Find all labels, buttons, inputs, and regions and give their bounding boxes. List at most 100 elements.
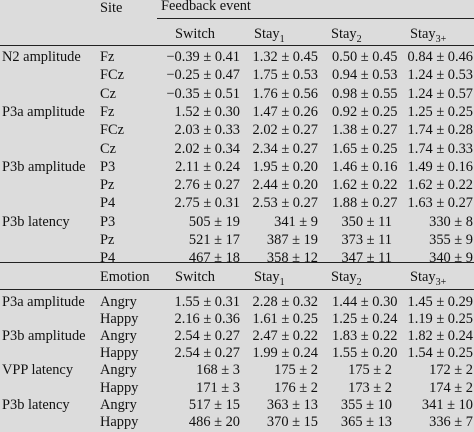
site-header: Site (100, 0, 123, 16)
stay2-cell: 173 ± 2 (348, 379, 392, 396)
site-cell: P3 (100, 213, 116, 230)
stay1-cell: 370 ± 15 (266, 413, 318, 430)
stay3-cell: 1.24 ± 0.53 (407, 67, 473, 84)
table-row: Pz 521 ± 17 387 ± 19 373 ± 11 355 ± 9 (0, 230, 474, 250)
measure-cell: P3b amplitude (2, 158, 86, 175)
table-row: P4 2.75 ± 0.31 2.53 ± 0.27 1.88 ± 0.27 1.63 … (0, 193, 474, 213)
stay3-cell: 1.62 ± 0.22 (407, 177, 473, 194)
stay2-sub-2: 2 (356, 277, 362, 288)
site-cell: Fz (100, 49, 115, 65)
switch-cell: 2.54 ± 0.27 (174, 328, 240, 345)
stay2-cell: 1.38 ± 0.27 (332, 122, 398, 139)
stay2-text: Stay (331, 26, 357, 42)
stay2-cell: 1.83 ± 0.22 (332, 328, 398, 345)
site-cell: P3 (100, 158, 116, 175)
table-row: FCz 2.03 ± 0.33 2.02 ± 0.27 1.38 ± 0.27 1.74… (0, 120, 474, 140)
stay3-cell: 341 ± 10 (421, 396, 473, 413)
stay2-cell: 350 ± 11 (341, 213, 392, 230)
header-row-top: Site (0, 0, 474, 18)
switch-cell: 467 ± 18 (188, 250, 240, 267)
stay3-cell: 1.45 ± 0.29 (407, 294, 473, 310)
measure-cell: P3b latency (2, 396, 70, 413)
switch-cell: 2.03 ± 0.33 (174, 122, 240, 139)
site-cell: Pz (100, 232, 115, 248)
site-cell: P4 (100, 250, 116, 267)
stay1-header: Stay1 (254, 24, 285, 46)
table-row: Happy 486 ± 20 370 ± 15 365 ± 13 336 ± 7 (0, 412, 474, 432)
switch-cell: 505 ± 19 (188, 213, 240, 230)
stay2-cell: 0.98 ± 0.55 (332, 85, 398, 102)
switch-cell: 2.11 ± 0.24 (175, 158, 240, 175)
switch-cell: 521 ± 17 (188, 232, 240, 248)
stay2-header-2: Stay2 (331, 267, 362, 289)
stay3-cell: 355 ± 9 (429, 232, 473, 248)
site-cell: Fz (100, 103, 115, 120)
header-row: Switch Stay1 Stay2 Stay3+ (0, 24, 474, 46)
stay1-cell: 2.02 ± 0.27 (252, 122, 318, 139)
measure-cell: P3a amplitude (2, 103, 85, 120)
switch-cell: −0.35 ± 0.51 (166, 85, 240, 102)
table-row: P3b amplitude Angry 2.54 ± 0.27 2.47 ± 0.22… (0, 326, 474, 346)
switch-header: Switch (175, 26, 215, 42)
stay2-cell: 1.44 ± 0.30 (332, 294, 398, 310)
stay1-header-2: Stay1 (254, 267, 285, 289)
stay3-text-2: Stay (410, 269, 436, 285)
stay1-sub-2: 1 (279, 277, 285, 288)
stay3-cell: 1.54 ± 0.25 (407, 345, 473, 362)
stay2-cell: 1.65 ± 0.25 (332, 140, 398, 157)
stay2-cell: 1.25 ± 0.24 (332, 311, 398, 328)
site-cell: Pz (100, 177, 115, 194)
stay1-cell: 2.53 ± 0.27 (252, 195, 318, 212)
stay1-cell: 2.34 ± 0.27 (252, 140, 318, 157)
stay2-cell: 1.62 ± 0.22 (332, 177, 398, 194)
stay2-cell: 373 ± 11 (341, 232, 392, 248)
stay1-cell: 1.99 ± 0.24 (252, 345, 318, 362)
stay3-cell: 1.74 ± 0.28 (407, 122, 473, 139)
table-row: Pz 2.76 ± 0.27 2.44 ± 0.20 1.62 ± 0.22 1.62 … (0, 175, 474, 195)
measure-cell: P3a amplitude (2, 294, 85, 310)
switch-cell: 171 ± 3 (196, 379, 240, 396)
switch-cell: −0.39 ± 0.41 (166, 49, 240, 65)
stay3-cell: 0.84 ± 0.46 (407, 49, 473, 65)
emotion-header: Emotion (100, 269, 150, 285)
stay3-cell: 1.24 ± 0.57 (407, 85, 473, 102)
table-row: FCz −0.25 ± 0.47 1.75 ± 0.53 0.94 ± 0.53 1.2… (0, 65, 474, 85)
emotion-cell: Angry (100, 362, 137, 379)
table-row: P4 467 ± 18 358 ± 12 347 ± 11 340 ± 9 (0, 248, 474, 268)
stay3-cell: 172 ± 2 (429, 362, 473, 379)
emotion-cell: Angry (100, 328, 137, 345)
stay1-cell: 176 ± 2 (274, 379, 318, 396)
feedback-rule (157, 18, 474, 19)
stay3-sub: 3+ (435, 34, 447, 45)
feedback-event-header: Feedback event (161, 0, 251, 14)
site-cell: FCz (100, 67, 124, 84)
switch-cell: 486 ± 20 (188, 413, 240, 430)
emotion-cell: Angry (100, 294, 137, 310)
switch-cell: 1.52 ± 0.30 (174, 103, 240, 120)
emotion-cell: Happy (100, 345, 139, 362)
stay1-cell: 358 ± 12 (266, 250, 318, 267)
stay2-cell: 365 ± 13 (340, 413, 392, 430)
stay1-cell: 1.32 ± 0.45 (252, 49, 318, 65)
header-rule-2 (0, 289, 474, 290)
switch-header-2: Switch (175, 269, 215, 285)
stay2-text-2: Stay (331, 269, 357, 285)
stay2-cell: 0.94 ± 0.53 (332, 67, 398, 84)
stay1-cell: 175 ± 2 (274, 362, 318, 379)
stay3-cell: 1.49 ± 0.16 (407, 158, 473, 175)
site-cell: P4 (100, 195, 116, 212)
stay3-cell: 174 ± 2 (429, 379, 473, 396)
stay3-cell: 1.25 ± 0.25 (407, 103, 473, 120)
site-cell: FCz (100, 122, 124, 139)
table-row: P3b amplitude P3 2.11 ± 0.24 1.95 ± 0.20 1.4… (0, 157, 474, 177)
switch-cell: 1.55 ± 0.31 (174, 294, 240, 310)
stay2-sub: 2 (356, 34, 362, 45)
stay3-cell: 1.63 ± 0.27 (407, 195, 473, 212)
switch-cell: 2.54 ± 0.27 (174, 345, 240, 362)
stay3-cell: 1.19 ± 0.25 (407, 311, 473, 328)
measure-cell: P3b amplitude (2, 328, 86, 345)
table-row: Happy 2.54 ± 0.27 1.99 ± 0.24 1.55 ± 0.20 1.… (0, 343, 474, 363)
stay3-cell: 336 ± 7 (429, 413, 473, 430)
stay1-cell: 1.61 ± 0.25 (252, 311, 318, 328)
